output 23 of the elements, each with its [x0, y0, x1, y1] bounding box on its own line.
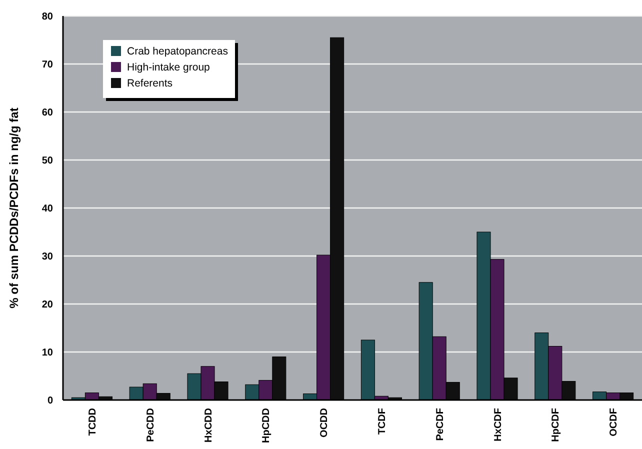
x-tick-label: TCDF: [376, 408, 388, 435]
x-tick-label: PeCDF: [434, 408, 446, 441]
legend-label: High-intake group: [127, 62, 210, 74]
x-tick-label: HxCDD: [203, 408, 214, 442]
legend-label: Referents: [127, 78, 173, 90]
y-tick-label: 40: [42, 204, 54, 214]
x-tick-label: HpCDF: [550, 408, 562, 442]
y-tick-label: 20: [42, 300, 54, 310]
x-tick-label: TCDD: [87, 408, 98, 436]
x-tick-label: HpCDD: [261, 408, 272, 443]
legend-label: Crab hepatopancreas: [127, 46, 228, 58]
y-tick-label: 60: [42, 108, 54, 118]
y-tick-label: 30: [42, 252, 54, 262]
x-tick-label: PeCDD: [145, 408, 156, 442]
y-tick-label: 70: [42, 60, 54, 70]
x-tick-label: OCDD: [319, 408, 330, 438]
x-tick-label: HxCDF: [492, 408, 504, 442]
y-tick-label: 80: [42, 12, 54, 22]
y-tick-label: 10: [42, 348, 54, 358]
x-tick-label: OCDF: [608, 408, 620, 436]
y-tick-label: 50: [42, 156, 54, 166]
y-axis-title: % of sum PCDDs/PCDFs in ng/g fat: [7, 108, 21, 308]
y-tick-label: 0: [47, 396, 54, 406]
